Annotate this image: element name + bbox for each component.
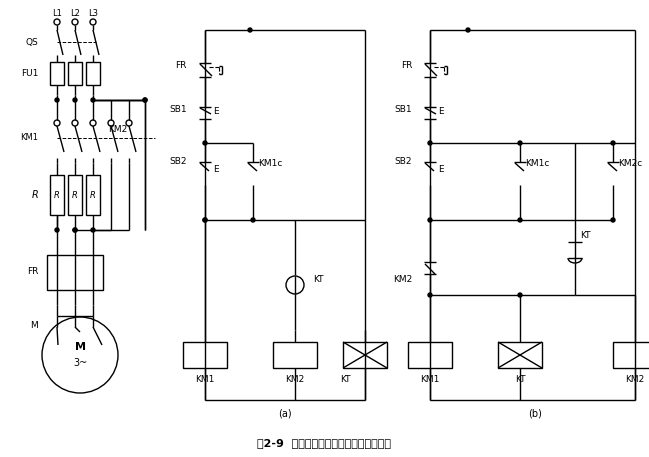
Circle shape: [91, 98, 95, 102]
Bar: [408, 342, 452, 368]
Text: E: E: [213, 165, 219, 175]
Text: L1: L1: [52, 10, 62, 18]
Circle shape: [73, 98, 77, 102]
Bar: [50, 62, 64, 85]
Circle shape: [428, 218, 432, 222]
Circle shape: [518, 218, 522, 222]
Text: SB1: SB1: [395, 106, 412, 115]
Circle shape: [203, 218, 207, 222]
Bar: [47, 255, 103, 290]
Text: KT: KT: [515, 376, 525, 384]
Circle shape: [73, 228, 77, 232]
Text: KM1: KM1: [421, 376, 439, 384]
Text: (a): (a): [278, 408, 292, 418]
Bar: [498, 342, 542, 368]
Text: QS: QS: [25, 38, 38, 48]
Bar: [50, 175, 64, 215]
Bar: [183, 342, 227, 368]
Text: E: E: [213, 107, 219, 117]
Text: KM1: KM1: [195, 376, 215, 384]
Text: M: M: [75, 342, 86, 352]
Bar: [86, 175, 100, 215]
Text: SB2: SB2: [169, 158, 187, 166]
Text: L3: L3: [88, 10, 98, 18]
Text: KM2: KM2: [108, 126, 128, 134]
Text: R: R: [54, 191, 60, 200]
Text: FR: FR: [176, 60, 187, 69]
Text: KT: KT: [580, 230, 591, 239]
Bar: [86, 62, 100, 85]
Text: 图2-9  定子电路串电阻降压启动控制线路: 图2-9 定子电路串电阻降压启动控制线路: [257, 438, 391, 448]
Circle shape: [203, 218, 207, 222]
Text: KM2: KM2: [626, 376, 644, 384]
Text: KM1: KM1: [20, 133, 38, 143]
Text: L2: L2: [70, 10, 80, 18]
Circle shape: [248, 28, 252, 32]
Text: E: E: [438, 107, 444, 117]
Text: R: R: [31, 190, 38, 200]
Text: 3~: 3~: [73, 358, 87, 368]
Bar: [68, 62, 82, 85]
Text: R: R: [72, 191, 78, 200]
Text: KM2: KM2: [393, 276, 412, 285]
Circle shape: [55, 228, 59, 232]
Circle shape: [428, 141, 432, 145]
Circle shape: [518, 293, 522, 297]
Text: SB2: SB2: [395, 158, 412, 166]
Circle shape: [91, 228, 95, 232]
Circle shape: [518, 141, 522, 145]
Text: KM1c: KM1c: [258, 159, 282, 168]
Circle shape: [203, 141, 207, 145]
Bar: [343, 342, 387, 368]
Text: SB1: SB1: [169, 106, 187, 115]
Text: FR: FR: [400, 60, 412, 69]
Circle shape: [251, 218, 255, 222]
Text: KM2c: KM2c: [618, 159, 643, 168]
Bar: [68, 175, 82, 215]
Text: KT: KT: [313, 276, 323, 285]
Bar: [273, 342, 317, 368]
Circle shape: [611, 141, 615, 145]
Circle shape: [611, 218, 615, 222]
Circle shape: [428, 293, 432, 297]
Text: FR: FR: [27, 267, 38, 276]
Text: FU1: FU1: [21, 69, 38, 78]
Circle shape: [143, 98, 147, 102]
Text: KM2: KM2: [286, 376, 304, 384]
Circle shape: [55, 98, 59, 102]
Text: R: R: [90, 191, 96, 200]
Bar: [613, 342, 649, 368]
Text: (b): (b): [528, 408, 542, 418]
Text: E: E: [438, 165, 444, 175]
Circle shape: [466, 28, 470, 32]
Circle shape: [143, 98, 147, 102]
Circle shape: [73, 228, 77, 232]
Text: KT: KT: [339, 376, 350, 384]
Text: M: M: [31, 320, 38, 329]
Text: KM1c: KM1c: [525, 159, 549, 168]
